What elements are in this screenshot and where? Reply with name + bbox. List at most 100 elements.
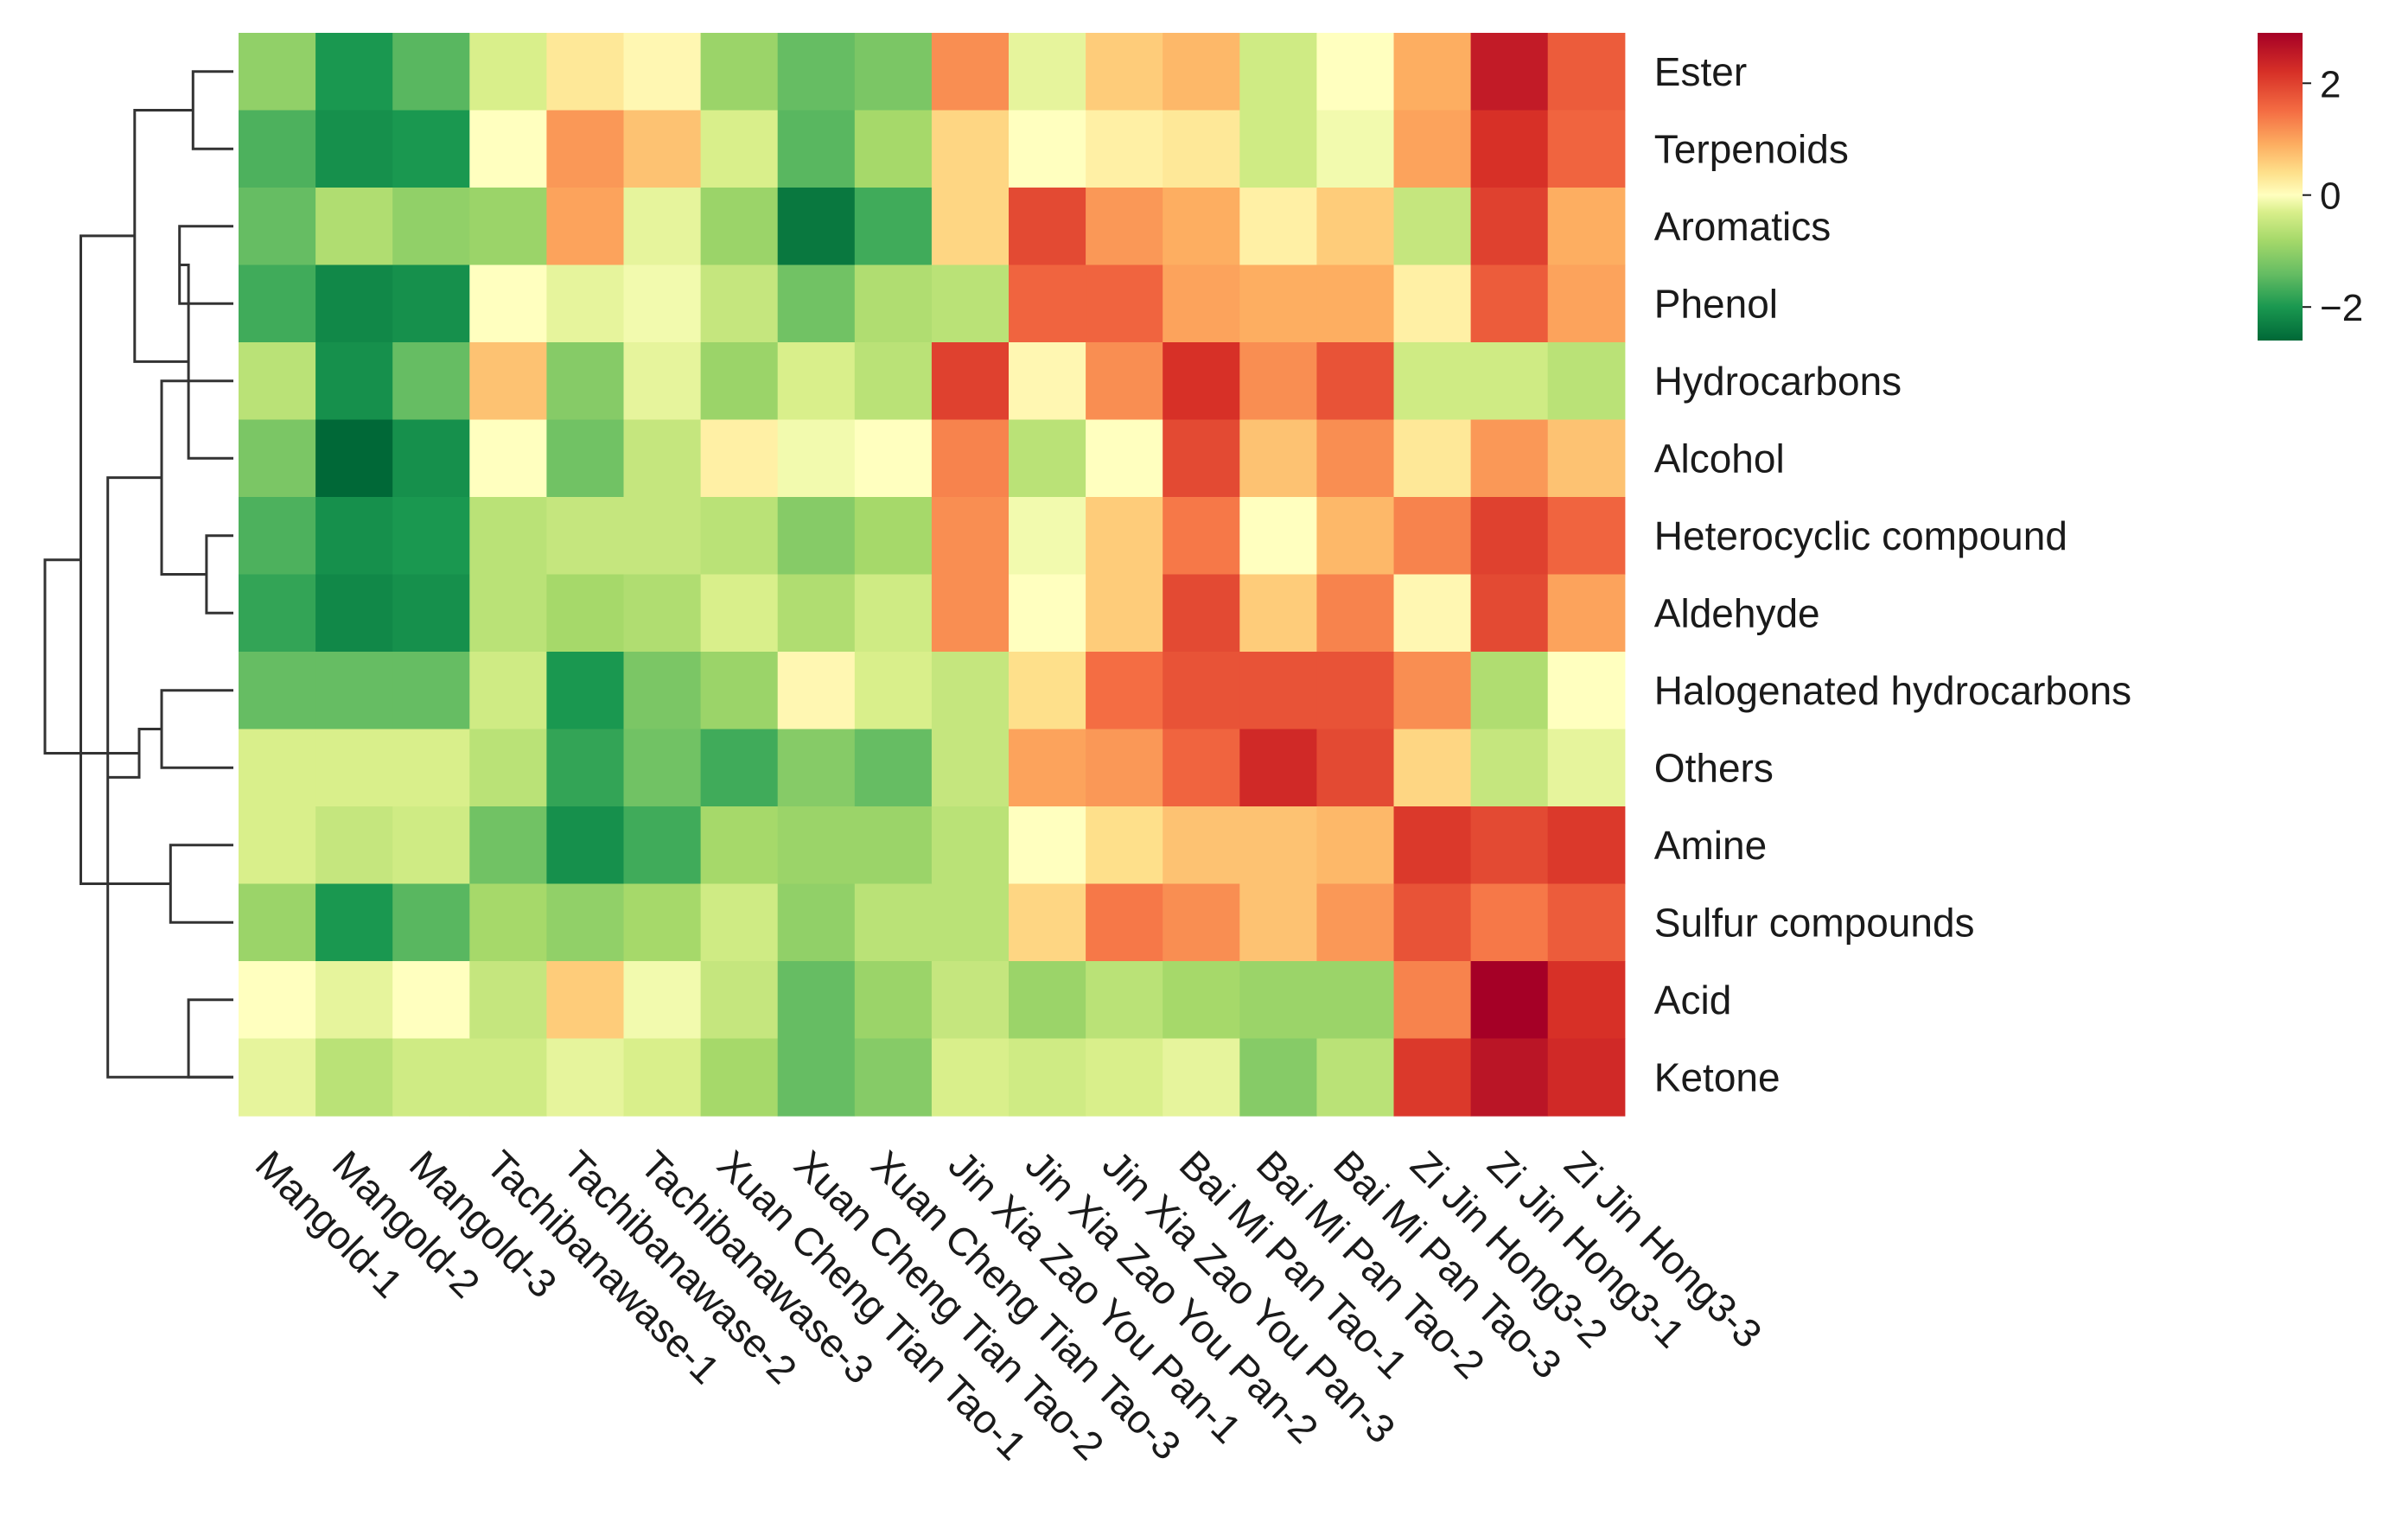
heatmap-cell	[392, 342, 470, 421]
heatmap-cell	[1470, 264, 1549, 343]
heatmap-cell	[1009, 342, 1086, 421]
row-label: Phenol	[1654, 281, 1778, 326]
heatmap-cell	[239, 33, 316, 111]
heatmap-cell	[931, 110, 1010, 188]
heatmap-cell	[700, 961, 779, 1040]
heatmap-cell	[1086, 497, 1163, 576]
heatmap-cell	[1547, 652, 1626, 730]
heatmap-cell	[1163, 961, 1240, 1040]
heatmap-cell	[1316, 342, 1395, 421]
heatmap-cell	[1009, 419, 1086, 498]
heatmap-cell	[1470, 574, 1549, 653]
heatmap-cell	[1163, 497, 1240, 576]
heatmap-cell	[623, 961, 702, 1040]
heatmap-cell	[1316, 961, 1395, 1040]
heatmap-cell	[315, 33, 393, 111]
heatmap-cell	[1086, 1038, 1163, 1117]
heatmap-cell	[469, 961, 547, 1040]
heatmap-cell	[469, 1038, 547, 1117]
heatmap-cell	[623, 1038, 702, 1117]
heatmap-cell	[1086, 110, 1163, 188]
heatmap-cell	[392, 883, 470, 962]
heatmap-cell	[1316, 652, 1395, 730]
heatmap-cell	[1239, 264, 1317, 343]
heatmap-cell	[777, 497, 856, 576]
heatmap-cell	[931, 574, 1010, 653]
colorbar-gradient	[2258, 33, 2303, 341]
heatmap-cell	[1547, 110, 1626, 188]
heatmap-cell	[1239, 1038, 1317, 1117]
heatmap-cell	[1086, 729, 1163, 807]
heatmap-cell	[1393, 1038, 1472, 1117]
heatmap-cell	[1163, 806, 1240, 885]
heatmap-cell	[1163, 883, 1240, 962]
dendrogram-link	[80, 234, 171, 885]
row-label: Aromatics	[1654, 204, 1831, 249]
heatmap-cell	[239, 652, 316, 730]
heatmap-cell	[931, 188, 1010, 266]
heatmap-cell	[1239, 33, 1317, 111]
heatmap-cell	[1316, 883, 1395, 962]
heatmap-cell	[1470, 806, 1549, 885]
heatmap-cell	[623, 342, 702, 421]
row-dendrogram	[43, 70, 233, 1079]
heatmap-cell	[1393, 419, 1472, 498]
heatmap-cell	[315, 110, 393, 188]
heatmap-cell	[1393, 188, 1472, 266]
dendrogram-link	[169, 844, 233, 924]
heatmap-cell	[854, 1038, 933, 1117]
heatmap-cell	[1086, 188, 1163, 266]
heatmap-cell	[931, 342, 1010, 421]
heatmap-cell	[469, 806, 547, 885]
heatmap-cell	[1393, 883, 1472, 962]
heatmap-cell	[546, 342, 625, 421]
heatmap-cell	[1393, 33, 1472, 111]
dendrogram-link	[191, 70, 233, 150]
heatmap-cell	[239, 729, 316, 807]
heatmap-cell	[546, 188, 625, 266]
heatmap-cell	[546, 806, 625, 885]
heatmap-cell	[1239, 574, 1317, 653]
heatmap-cell	[854, 342, 933, 421]
row-label: Amine	[1654, 823, 1767, 868]
heatmap-cell	[623, 110, 702, 188]
row-label: Ester	[1654, 49, 1747, 94]
heatmap-cell	[854, 883, 933, 962]
heatmap-cell	[854, 961, 933, 1040]
heatmap-cell	[700, 1038, 779, 1117]
heatmap-cell	[1316, 729, 1395, 807]
heatmap-cell	[469, 419, 547, 498]
heatmap-cell	[546, 729, 625, 807]
heatmap-cell	[469, 883, 547, 962]
heatmap-cell	[623, 188, 702, 266]
column-labels: Mangold-1Mangold-2Mangold-3Tachibanawase…	[247, 1142, 1771, 1468]
heatmap-cell	[1009, 110, 1086, 188]
heatmap-cell	[392, 1038, 470, 1117]
heatmap-cell	[1086, 574, 1163, 653]
heatmap-cell	[469, 574, 547, 653]
heatmap-cell	[392, 729, 470, 807]
heatmap-cell	[1239, 729, 1317, 807]
heatmap-cell	[700, 342, 779, 421]
heatmap-cell	[777, 574, 856, 653]
heatmap-cell	[315, 652, 393, 730]
heatmap-cell	[546, 1038, 625, 1117]
heatmap-cell	[1086, 33, 1163, 111]
heatmap-cell	[777, 188, 856, 266]
heatmap-cell	[1547, 1038, 1626, 1117]
heatmap-cell	[239, 497, 316, 576]
heatmap-cell	[1239, 883, 1317, 962]
heatmap-cell	[1547, 961, 1626, 1040]
heatmap-cell	[931, 883, 1010, 962]
heatmap-cell	[392, 264, 470, 343]
heatmap-cell	[700, 883, 779, 962]
heatmap-cell	[315, 419, 393, 498]
row-label: Alcohol	[1654, 436, 1785, 481]
heatmap-cell	[1470, 497, 1549, 576]
heatmap-cell	[469, 729, 547, 807]
heatmap-cell	[1009, 729, 1086, 807]
dendrogram-link	[160, 689, 233, 769]
heatmap-cell	[315, 729, 393, 807]
heatmap-cell	[1393, 652, 1472, 730]
